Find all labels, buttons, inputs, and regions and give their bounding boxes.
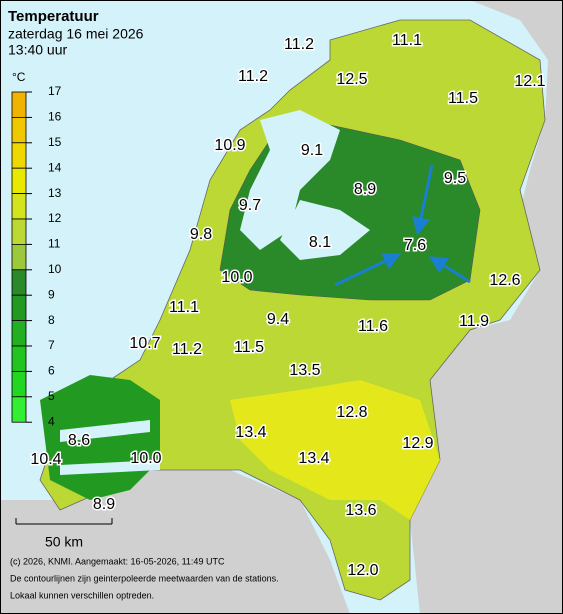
station-value: 12.6: [489, 272, 520, 289]
station-value: 9.4: [267, 311, 289, 328]
legend-label: 6: [48, 364, 55, 378]
wind-arrow: [334, 253, 402, 287]
station-value: 10.4: [30, 451, 61, 468]
station-value: 12.8: [336, 404, 367, 421]
station-value: 11.5: [234, 339, 264, 356]
wind-arrow: [412, 164, 434, 236]
footer: De contourlijnen zijn geinterpoleerde me…: [10, 573, 279, 583]
station-value: 10.9: [214, 137, 245, 154]
legend-swatch: [11, 269, 27, 296]
legend-swatch: [11, 142, 27, 169]
date: zaterdag 16 mei 2026: [8, 26, 144, 42]
legend-label: 8: [48, 313, 55, 327]
station-value: 9.8: [190, 226, 212, 243]
legend-label: 4: [48, 414, 55, 428]
legend-label: 10: [48, 262, 62, 276]
legend-swatch: [11, 370, 27, 398]
legend-label: 5: [48, 389, 55, 403]
station-value: 13.6: [345, 502, 376, 519]
station-value: 10.0: [221, 269, 252, 286]
station-value: 11.2: [172, 341, 202, 358]
station-value: 10.0: [130, 450, 161, 467]
station-value: 10.7: [129, 335, 160, 352]
station-value: 12.5: [336, 71, 367, 88]
legend-label: 13: [48, 186, 62, 200]
legend-label: 17: [48, 84, 62, 98]
station-value: 11.2: [238, 68, 268, 85]
station-value: 11.5: [448, 90, 478, 107]
footer: (c) 2026, KNMI. Aangemaakt: 16-05-2026, …: [10, 556, 225, 566]
station-value: 9.7: [239, 197, 261, 214]
station-value: 8.9: [354, 181, 376, 198]
station-value: 8.6: [68, 432, 90, 449]
legend-label: 16: [48, 110, 62, 124]
station-value: 9.5: [444, 170, 466, 187]
station-value: 7.6: [404, 237, 426, 254]
legend-swatch: [11, 345, 27, 372]
station-value: 11.2: [284, 36, 314, 53]
station-value: 13.4: [235, 424, 266, 441]
title: Temperatuur: [8, 8, 99, 25]
station-value: 8.1: [309, 234, 331, 251]
legend-label: 9: [48, 287, 55, 301]
scale-label: 50 km: [45, 534, 83, 550]
station-value: 11.1: [169, 299, 199, 316]
time: 13:40 uur: [8, 42, 67, 58]
legend-label: 12: [48, 211, 62, 225]
station-value: 13.5: [289, 362, 320, 379]
legend-swatch: [11, 167, 27, 194]
wind-arrow: [428, 256, 471, 284]
legend-label: 7: [48, 338, 55, 352]
station-value: 11.1: [392, 32, 422, 49]
station-value: 12.0: [347, 562, 378, 579]
station-value: 12.1: [514, 73, 545, 90]
legend-swatch: [11, 193, 27, 220]
legend-swatch: [11, 117, 27, 144]
footer: Lokaal kunnen verschillen optreden.: [10, 590, 154, 600]
legend-swatch: [11, 91, 27, 118]
station-value: 9.1: [301, 142, 323, 159]
station-value: 11.6: [358, 318, 388, 335]
lake: [240, 110, 370, 260]
station-value: 11.9: [459, 313, 489, 330]
station-value: 12.9: [402, 435, 433, 452]
legend-label: 15: [48, 135, 62, 149]
legend-swatch: [11, 218, 27, 245]
warm-zone: [230, 380, 440, 520]
station-value: 8.9: [93, 496, 115, 513]
legend-label: 11: [48, 237, 61, 251]
legend-label: 14: [48, 160, 62, 174]
legend-swatch: [11, 294, 27, 322]
legend-swatch: [11, 320, 27, 347]
legend-swatch: [11, 396, 27, 423]
unit: °C: [12, 70, 26, 84]
legend-swatch: [11, 243, 27, 271]
station-value: 13.4: [298, 450, 329, 467]
estuary: [60, 420, 160, 475]
